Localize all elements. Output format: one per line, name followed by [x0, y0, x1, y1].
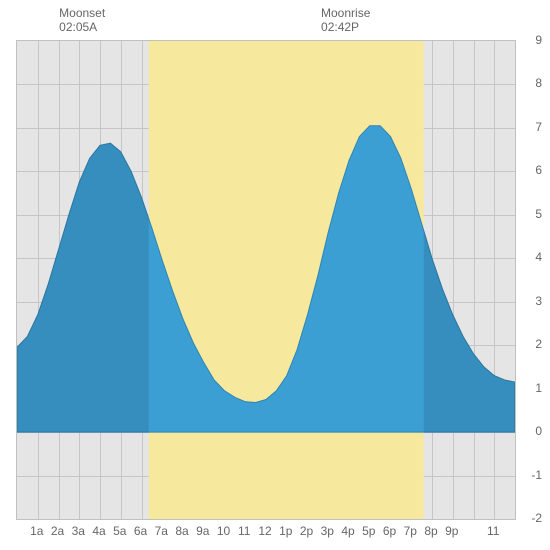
- y-tick-label: 3: [518, 294, 542, 308]
- x-tick-label: 5p: [362, 524, 375, 538]
- y-tick-label: 7: [518, 120, 542, 134]
- x-tick-label: 4a: [92, 524, 105, 538]
- x-tick-label: 2p: [300, 524, 313, 538]
- x-tick-label: 12: [258, 524, 271, 538]
- x-tick-label: 10: [217, 524, 230, 538]
- y-tick-label: 1: [518, 381, 542, 395]
- x-tick-label: 1p: [279, 524, 292, 538]
- moonrise-time: 02:42P: [321, 20, 370, 34]
- y-tick-label: 5: [518, 207, 542, 221]
- y-tick-label: 2: [518, 337, 542, 351]
- night-shade-right: [424, 41, 515, 519]
- y-tick-label: 4: [518, 250, 542, 264]
- x-tick-label: 1a: [30, 524, 43, 538]
- tide-chart: Moonset 02:05A Moonrise 02:42P 1a 2a 3a 4a 5…: [0, 0, 550, 550]
- x-tick-label: 8p: [424, 524, 437, 538]
- x-tick-label: 5a: [113, 524, 126, 538]
- x-tick-label: 3p: [321, 524, 334, 538]
- plot-area: [16, 40, 516, 520]
- x-tick-label: 9a: [196, 524, 209, 538]
- y-tick-label: -2: [518, 511, 542, 525]
- x-tick-label: 11: [238, 524, 250, 538]
- moonset-title: Moonset: [59, 6, 105, 20]
- y-tick-label: 9: [518, 33, 542, 47]
- x-tick-label: 6a: [134, 524, 147, 538]
- x-tick-label: 3a: [72, 524, 85, 538]
- moonset-time: 02:05A: [59, 20, 105, 34]
- y-tick-label: 6: [518, 163, 542, 177]
- moonset-label: Moonset 02:05A: [59, 6, 105, 35]
- x-tick-label: 7p: [404, 524, 417, 538]
- x-tick-label: 2a: [51, 524, 64, 538]
- moonrise-label: Moonrise 02:42P: [321, 6, 370, 35]
- y-tick-label: -1: [518, 468, 542, 482]
- chart-layers: [17, 41, 515, 519]
- x-tick-label: 8a: [175, 524, 188, 538]
- night-shade-left: [17, 41, 149, 519]
- y-tick-label: 0: [518, 424, 542, 438]
- x-tick-label: 7a: [155, 524, 168, 538]
- x-tick-label: 11: [487, 524, 499, 538]
- x-tick-label: 6p: [383, 524, 396, 538]
- x-tick-label: 4p: [341, 524, 354, 538]
- y-tick-label: 8: [518, 76, 542, 90]
- x-tick-label: 9p: [445, 524, 458, 538]
- moonrise-title: Moonrise: [321, 6, 370, 20]
